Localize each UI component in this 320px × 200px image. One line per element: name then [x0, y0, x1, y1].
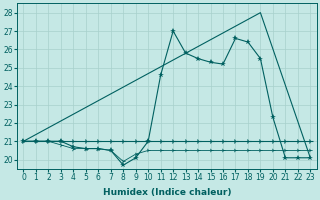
X-axis label: Humidex (Indice chaleur): Humidex (Indice chaleur): [103, 188, 231, 197]
